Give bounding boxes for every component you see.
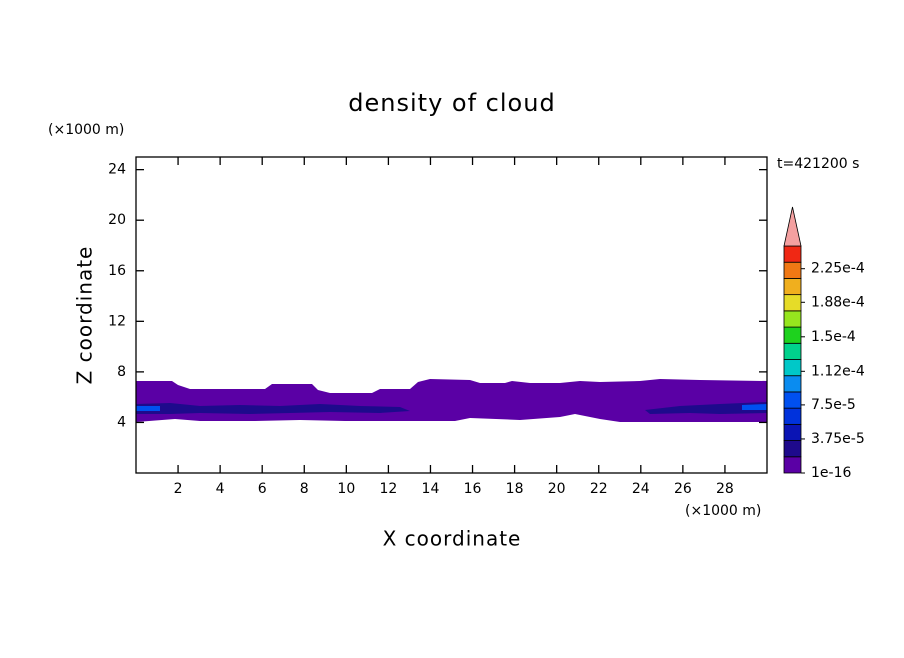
plot-frame	[135, 156, 768, 474]
colorbar-band	[783, 294, 802, 312]
x-tick-label: 24	[632, 481, 650, 497]
x-tick-label: 14	[422, 481, 440, 497]
x-tick-label: 22	[590, 481, 608, 497]
time-label: t=421200 s	[777, 156, 859, 172]
colorbar-band	[783, 456, 802, 474]
y-tick-label: 4	[117, 414, 126, 430]
x-tick-label: 8	[300, 481, 309, 497]
y-tick-label: 8	[117, 364, 126, 380]
colorbar-tick-label: 1.88e-4	[811, 294, 865, 310]
x-tick-label: 10	[337, 481, 355, 497]
colorbar-band	[783, 407, 802, 425]
colorbar-band	[783, 440, 802, 458]
y-unit: (×1000 m)	[48, 122, 124, 138]
x-tick-label: 12	[379, 481, 397, 497]
cloud-core	[136, 403, 410, 414]
colorbar-tick-label: 1.5e-4	[811, 329, 856, 345]
x-tick-label: 16	[464, 481, 482, 497]
x-tick-label: 4	[216, 481, 225, 497]
x-tick-label: 6	[258, 481, 267, 497]
colorbar-band	[783, 342, 802, 360]
colorbar-tick-label: 3.75e-5	[811, 431, 865, 447]
contour-field	[136, 379, 767, 422]
colorbar-tick-label: 1.12e-4	[811, 363, 865, 379]
colorbar-band	[783, 359, 802, 377]
cloud-core	[645, 402, 767, 414]
x-axis-label: X coordinate	[383, 527, 522, 551]
x-tick-label: 26	[674, 481, 692, 497]
colorbar-band	[783, 261, 802, 279]
colorbar-band	[783, 245, 802, 263]
x-tick-label: 18	[506, 481, 524, 497]
x-tick-label: 20	[548, 481, 566, 497]
y-tick-label: 24	[108, 162, 126, 178]
colorbar-band	[783, 278, 802, 296]
chart-elements: 2 4 6 8 10 12 14 16 18 20 22 24 26 2848121620241e-163…	[108, 157, 865, 497]
chart-title: density of cloud	[348, 89, 555, 117]
colorbar-tick-label: 2.25e-4	[811, 261, 865, 277]
y-tick-label: 16	[108, 263, 126, 279]
colorbar-tick-label: 7.5e-5	[811, 397, 856, 413]
y-tick-label: 12	[108, 313, 126, 329]
colorbar-band	[783, 375, 802, 393]
colorbar-tick-label: 1e-16	[811, 465, 851, 481]
colorbar-band	[783, 423, 802, 441]
colorbar-band	[783, 310, 802, 328]
x-tick-label: 28	[716, 481, 734, 497]
y-axis-label: Z coordinate	[73, 246, 97, 385]
x-tick-label: 2	[174, 481, 183, 497]
colorbar-extension	[783, 206, 802, 247]
y-tick-label: 20	[108, 212, 126, 228]
colorbar-band	[783, 326, 802, 344]
colorbar-band	[783, 391, 802, 409]
x-unit: (×1000 m)	[685, 503, 761, 519]
